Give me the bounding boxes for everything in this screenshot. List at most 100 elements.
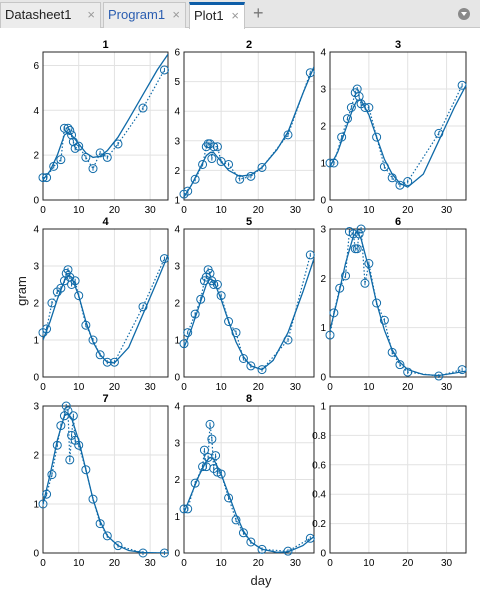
data-point	[387, 347, 397, 357]
data-point	[342, 114, 352, 124]
data-point	[257, 544, 267, 554]
x-tick-label: 10	[363, 382, 375, 393]
data-point	[216, 469, 226, 479]
data-point	[305, 533, 315, 543]
y-tick-label: 0	[33, 549, 39, 560]
data-point	[88, 494, 98, 504]
x-tick-label: 10	[363, 205, 375, 216]
data-point	[81, 320, 91, 330]
observed-line	[184, 72, 311, 195]
tab-program1[interactable]: Program1 ×	[103, 2, 186, 28]
x-tick-label: 0	[327, 558, 333, 569]
subplot-1: 0 10 20 30 0 2 4 6 1	[33, 39, 169, 216]
data-point	[81, 152, 91, 162]
subplot-6: 0 10 20 30 0 1 2 3 6	[320, 216, 467, 393]
fit-line	[330, 230, 466, 377]
subplot-background	[43, 406, 168, 553]
data-point	[283, 546, 293, 556]
data-point	[434, 371, 444, 381]
data-point	[207, 154, 217, 164]
data-point	[88, 335, 98, 345]
data-point	[183, 504, 193, 514]
subplot-background	[43, 52, 168, 200]
data-point	[42, 489, 52, 499]
y-tick-label: 1	[174, 336, 180, 347]
data-point	[56, 155, 66, 165]
y-tick-label: 2	[320, 122, 326, 133]
data-point	[74, 291, 84, 301]
tab-plot1[interactable]: Plot1 ×	[189, 2, 245, 29]
data-point	[325, 330, 335, 340]
y-tick-label: 1	[320, 159, 326, 170]
x-tick-label: 20	[253, 382, 265, 393]
x-tick-label: 20	[109, 558, 121, 569]
y-tick-label: 0	[320, 373, 326, 384]
data-point	[457, 80, 467, 90]
y-tick-label: 3	[33, 402, 39, 413]
plus-icon[interactable]: +	[253, 3, 264, 23]
data-point	[47, 470, 57, 480]
y-tick-label: 0	[33, 373, 39, 384]
close-icon[interactable]: ×	[172, 7, 180, 22]
y-tick-label: 3	[320, 85, 326, 96]
data-point	[224, 493, 234, 503]
subplot-frame	[42, 228, 169, 378]
data-point	[74, 440, 84, 450]
data-point	[341, 271, 351, 281]
data-point	[257, 162, 267, 172]
close-icon[interactable]: ×	[231, 8, 239, 23]
data-point	[42, 173, 52, 183]
tab-datasheet1[interactable]: Datasheet1 ×	[0, 2, 101, 28]
x-tick-label: 30	[145, 558, 157, 569]
data-point	[212, 142, 222, 152]
subplot-title: 2	[246, 39, 252, 51]
subplot-5: 0 10 20 30 0 1 2 3 4 5	[174, 216, 315, 393]
subplot-2: 0 10 20 30 1 2 3 4 5 6 2	[174, 39, 315, 216]
data-point	[159, 65, 169, 75]
data-point	[403, 367, 413, 377]
x-tick-label: 0	[40, 382, 46, 393]
subplot-title: 3	[395, 39, 401, 51]
y-tick-label: 0	[320, 549, 326, 560]
data-point	[207, 434, 217, 444]
subplot-background	[184, 52, 314, 200]
data-point	[395, 180, 405, 190]
y-tick-label: 0.6	[312, 460, 326, 471]
data-point	[364, 259, 374, 269]
data-point	[354, 229, 364, 239]
y-tick-label: 4	[174, 107, 180, 118]
data-point	[56, 283, 66, 293]
x-tick-label: 30	[441, 205, 453, 216]
x-tick-label: 0	[40, 558, 46, 569]
y-tick-label: 4	[320, 48, 326, 59]
y-tick-label: 0.8	[312, 431, 326, 442]
data-point	[387, 173, 397, 183]
data-point	[183, 186, 193, 196]
x-tick-label: 20	[402, 382, 414, 393]
data-point	[65, 455, 75, 465]
y-tick-label: 4	[174, 402, 180, 413]
x-tick-label: 20	[253, 558, 265, 569]
y-tick-label: 2	[33, 299, 39, 310]
data-point	[190, 174, 200, 184]
data-point	[196, 294, 206, 304]
tab-bar: Datasheet1 × Program1 × Plot1 × +	[0, 0, 480, 29]
chevron-down-circle-icon[interactable]	[458, 8, 470, 20]
data-point	[52, 440, 62, 450]
subplot-7: 0 10 20 30 0 1 2 3 7	[33, 393, 169, 569]
data-point	[246, 361, 256, 371]
data-point	[159, 548, 169, 558]
data-point	[113, 139, 123, 149]
subplot-title: 8	[246, 393, 252, 405]
close-icon[interactable]: ×	[87, 7, 95, 22]
subplot-9: 0 10 20 30 0 0.2 0.4 0.6 0.8 1	[312, 402, 467, 569]
data-point	[198, 159, 208, 169]
y-tick-label: 2	[174, 475, 180, 486]
y-tick-label: 1	[320, 402, 326, 413]
x-tick-label: 20	[109, 382, 121, 393]
data-point	[138, 302, 148, 312]
data-point	[61, 401, 71, 411]
x-tick-label: 0	[327, 382, 333, 393]
data-point	[238, 528, 248, 538]
data-point	[335, 283, 345, 293]
